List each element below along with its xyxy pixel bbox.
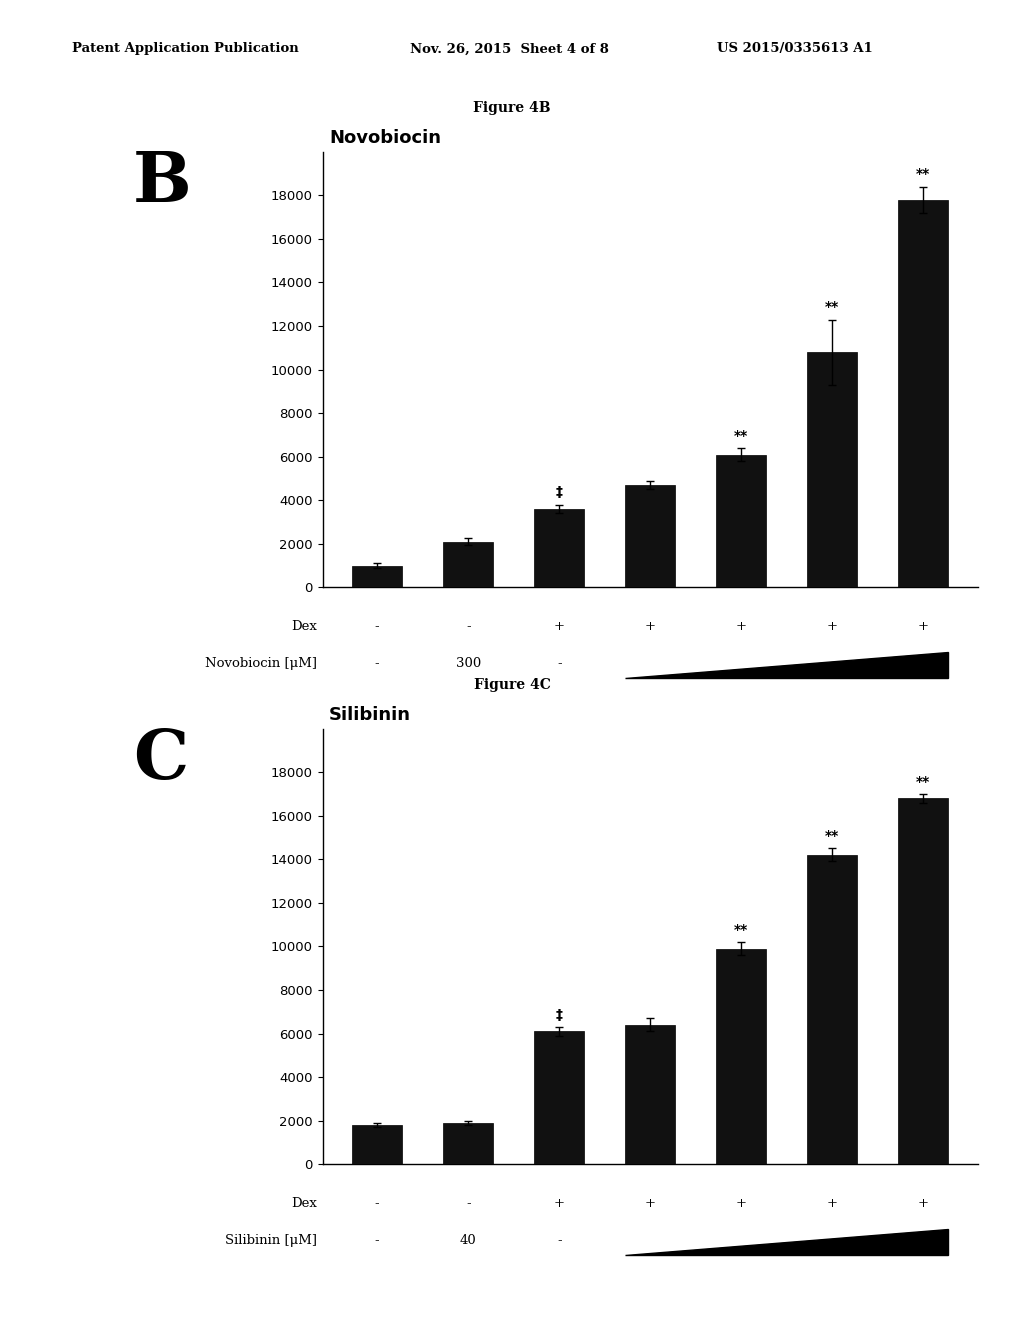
- Text: -: -: [557, 657, 561, 671]
- Text: -: -: [466, 1197, 470, 1210]
- Text: +: +: [645, 1197, 655, 1210]
- Text: -: -: [375, 1234, 380, 1247]
- Text: -: -: [375, 620, 380, 634]
- Text: +: +: [736, 1197, 746, 1210]
- Text: Nov. 26, 2015  Sheet 4 of 8: Nov. 26, 2015 Sheet 4 of 8: [410, 42, 608, 55]
- Bar: [352, 565, 402, 587]
- Bar: [443, 541, 494, 587]
- Text: -: -: [375, 657, 380, 671]
- Text: Figure 4C: Figure 4C: [473, 677, 551, 692]
- Text: ‡: ‡: [556, 486, 562, 499]
- Text: ‡: ‡: [556, 1007, 562, 1022]
- Text: -: -: [557, 1234, 561, 1247]
- Text: 300: 300: [456, 657, 481, 671]
- Bar: [626, 1024, 675, 1164]
- Text: +: +: [826, 1197, 838, 1210]
- Text: **: **: [916, 168, 931, 181]
- Bar: [716, 949, 766, 1164]
- Text: +: +: [554, 620, 564, 634]
- Text: **: **: [916, 775, 931, 788]
- Bar: [807, 352, 857, 587]
- Text: C: C: [133, 726, 188, 793]
- Text: Dex: Dex: [292, 1197, 317, 1210]
- Text: **: **: [734, 923, 749, 937]
- Bar: [626, 484, 675, 587]
- Bar: [898, 199, 948, 587]
- Text: B: B: [133, 149, 191, 216]
- Text: 40: 40: [460, 1234, 476, 1247]
- Text: Novobiocin: Novobiocin: [329, 129, 441, 148]
- Text: +: +: [736, 620, 746, 634]
- Bar: [807, 855, 857, 1164]
- Text: Figure 4B: Figure 4B: [473, 100, 551, 115]
- Text: Novobiocin [μM]: Novobiocin [μM]: [206, 657, 317, 671]
- Text: -: -: [375, 1197, 380, 1210]
- Text: US 2015/0335613 A1: US 2015/0335613 A1: [717, 42, 872, 55]
- Text: Patent Application Publication: Patent Application Publication: [72, 42, 298, 55]
- Bar: [716, 454, 766, 587]
- Text: **: **: [825, 300, 840, 314]
- Text: +: +: [826, 620, 838, 634]
- Text: +: +: [554, 1197, 564, 1210]
- Text: **: **: [825, 829, 840, 843]
- Text: +: +: [918, 620, 929, 634]
- Text: Silibinin: Silibinin: [329, 706, 411, 725]
- Bar: [535, 1031, 585, 1164]
- Text: Silibinin [μM]: Silibinin [μM]: [225, 1234, 317, 1247]
- Bar: [898, 799, 948, 1164]
- Text: Dex: Dex: [292, 620, 317, 634]
- Bar: [352, 1125, 402, 1164]
- Bar: [443, 1123, 494, 1164]
- Bar: [535, 510, 585, 587]
- Text: +: +: [918, 1197, 929, 1210]
- Text: +: +: [645, 620, 655, 634]
- Text: -: -: [466, 620, 470, 634]
- Text: **: **: [734, 429, 749, 442]
